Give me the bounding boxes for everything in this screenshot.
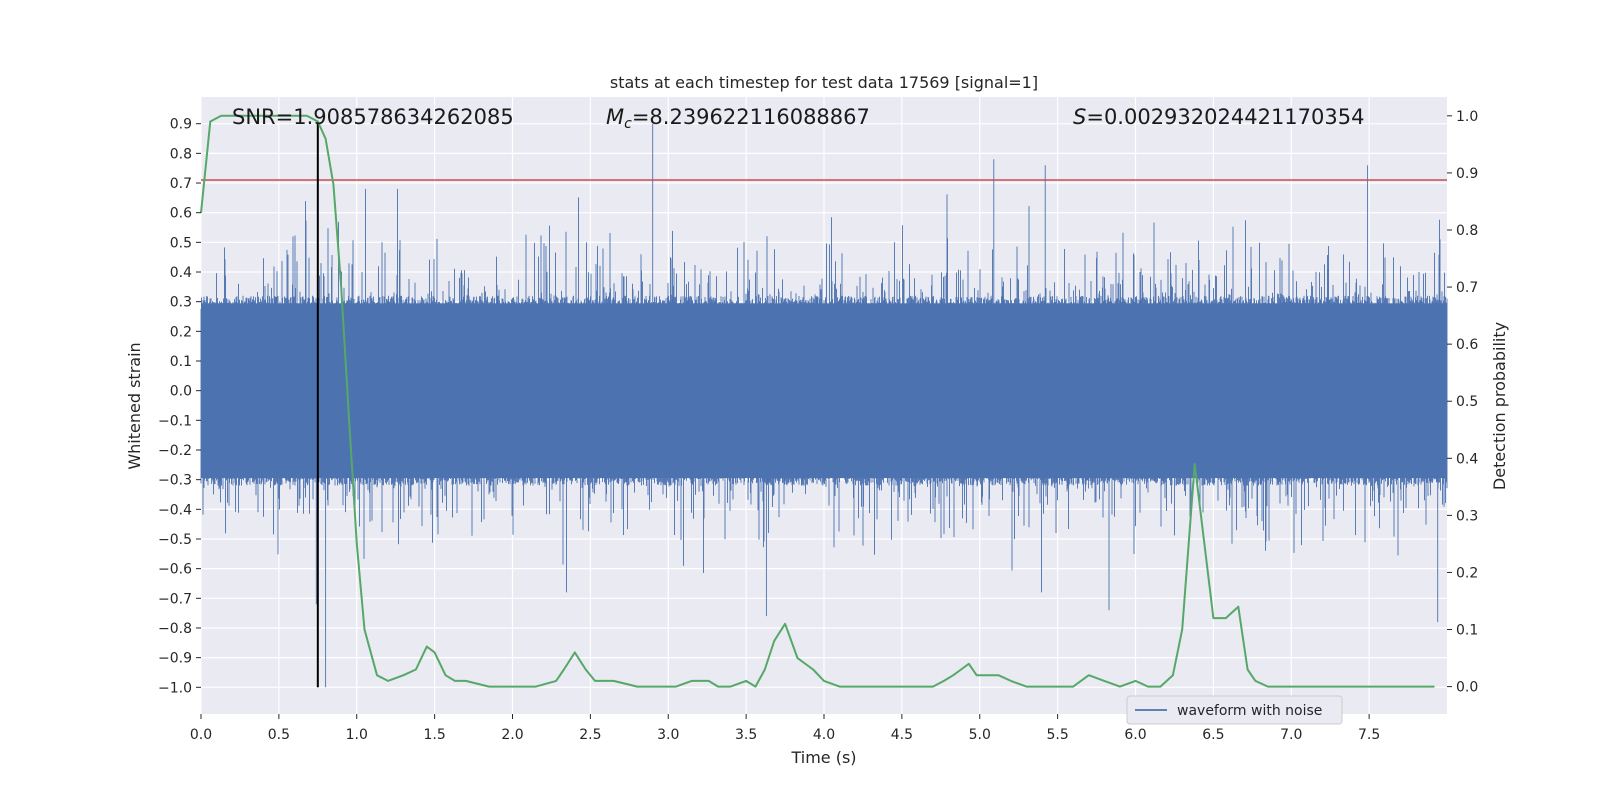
y-left-tick-label: 0.9 xyxy=(170,117,192,133)
y-left-tick-label: −0.8 xyxy=(158,621,192,637)
reference-lines xyxy=(201,123,1447,688)
x-tick-label: 1.5 xyxy=(423,727,445,743)
x-tick-label: 3.5 xyxy=(735,727,757,743)
y-right-tick-label: 0.1 xyxy=(1456,623,1478,639)
x-tick-label: 7.5 xyxy=(1358,727,1380,743)
x-tick-label: 7.0 xyxy=(1280,727,1302,743)
x-tick-label: 0.5 xyxy=(268,727,290,743)
y-left-tick-label: 0.3 xyxy=(170,295,192,311)
y-right-tick-label: 1.0 xyxy=(1456,109,1478,125)
probability-series xyxy=(200,114,1435,688)
x-tick-label: 5.0 xyxy=(969,727,991,743)
tick-labels: 0.0 0.5 1.0 1.5 2.0 2.5 3.0 3.5 4.0 4.5 5.0 5.5 6.0 6… xyxy=(158,109,1478,743)
y-right-tick-label: 0.7 xyxy=(1456,280,1478,296)
x-tick-label: 4.0 xyxy=(813,727,835,743)
mc-subscript: c xyxy=(624,116,632,132)
y-right-tick-label: 0.8 xyxy=(1456,223,1478,239)
snr-annotation: SNR=1.908578634262085 xyxy=(232,105,514,129)
y-right-tick-label: 0.2 xyxy=(1456,565,1478,581)
y-left-tick-label: 0.1 xyxy=(170,354,192,370)
y-right-tick-label: 0.5 xyxy=(1456,394,1478,410)
s-value: =0.002932024421170354 xyxy=(1086,105,1364,129)
y-left-tick-label: 0.0 xyxy=(170,384,192,400)
y-left-tick-label: 0.4 xyxy=(170,265,192,281)
y-left-tick-label: −0.6 xyxy=(158,562,192,578)
legend: waveform with noise xyxy=(1126,695,1343,725)
y-left-tick-label: −1.0 xyxy=(158,680,192,696)
y-left-tick-label: 0.7 xyxy=(170,176,192,192)
y-left-tick-label: 0.8 xyxy=(170,146,192,162)
y-right-tick-label: 0.4 xyxy=(1456,451,1478,467)
y-right-tick-label: 0.0 xyxy=(1456,680,1478,696)
x-tick-label: 4.5 xyxy=(891,727,913,743)
y-left-tick-label: −0.2 xyxy=(158,443,192,459)
y-left-tick-label: −0.1 xyxy=(158,413,192,429)
waveform-series xyxy=(200,123,1448,688)
y-left-tick-label: −0.3 xyxy=(158,473,192,489)
y-left-tick-label: −0.7 xyxy=(158,591,192,607)
mc-symbol: M xyxy=(606,105,624,129)
x-tick-label: 1.0 xyxy=(346,727,368,743)
x-tick-label: 0.0 xyxy=(190,727,212,743)
x-tick-label: 6.5 xyxy=(1202,727,1224,743)
x-tick-label: 6.0 xyxy=(1124,727,1146,743)
x-tick-label: 2.0 xyxy=(501,727,523,743)
x-tick-label: 5.5 xyxy=(1046,727,1068,743)
s-annotation: S=0.002932024421170354 xyxy=(1073,105,1364,129)
x-axis-title: Time (s) xyxy=(790,748,856,767)
legend-label-waveform: waveform with noise xyxy=(1177,703,1322,719)
chart-title: stats at each timestep for test data 175… xyxy=(610,73,1038,92)
s-symbol: S xyxy=(1073,105,1086,129)
chirp-mass-annotation: Mc=8.239622116088867 xyxy=(606,105,870,132)
detection-probability-line xyxy=(200,114,1435,688)
y-left-tick-label: 0.5 xyxy=(170,235,192,251)
x-tick-label: 2.5 xyxy=(579,727,601,743)
mc-value: =8.239622116088867 xyxy=(632,105,870,129)
y-right-tick-label: 0.6 xyxy=(1456,337,1478,353)
y-axis-right-title: Detection probability xyxy=(1490,322,1509,490)
y-left-tick-label: −0.5 xyxy=(158,532,192,548)
y-left-tick-label: 0.6 xyxy=(170,206,192,222)
y-left-tick-label: −0.9 xyxy=(158,651,192,667)
x-tick-label: 3.0 xyxy=(657,727,679,743)
y-right-tick-label: 0.3 xyxy=(1456,508,1478,524)
legend-box xyxy=(1126,695,1343,725)
y-axis-left-title: Whitened strain xyxy=(125,342,144,469)
waveform-trace xyxy=(200,123,1448,688)
y-left-tick-label: 0.2 xyxy=(170,324,192,340)
y-left-tick-label: −0.4 xyxy=(158,502,192,518)
y-right-tick-label: 0.9 xyxy=(1456,166,1478,182)
